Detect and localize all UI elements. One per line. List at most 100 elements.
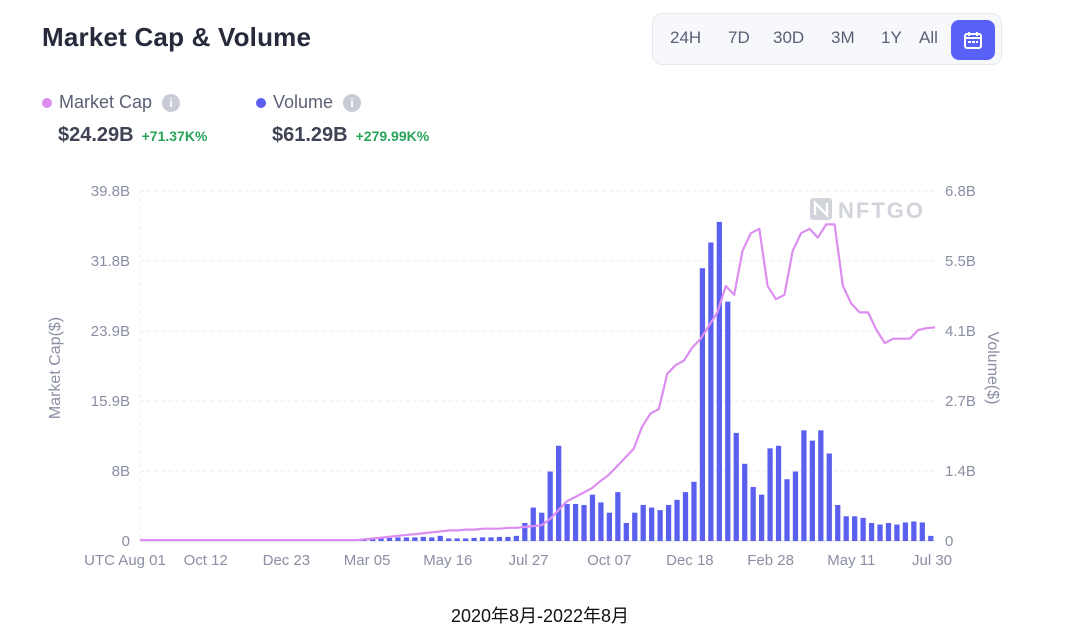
volume-bar[interactable] [877,524,883,541]
volume-bar[interactable] [911,521,917,541]
y-right-tick-label: 2.7B [945,393,976,410]
volume-bar[interactable] [708,242,714,541]
volume-bar[interactable] [809,440,815,541]
volume-bar[interactable] [665,504,672,541]
volume-bar[interactable] [589,494,596,541]
range-all-button[interactable]: All [919,28,938,47]
market-cap-change: +71.37K% [141,128,208,144]
volume-bar[interactable] [801,430,807,541]
volume-bar[interactable] [674,499,680,541]
volume-bar[interactable] [682,492,689,541]
range-30d-button[interactable]: 30D [773,28,805,47]
legend-volume-label: Volume [273,92,334,112]
volume-bar[interactable] [928,535,934,541]
nftgo-watermark: NFTGO [810,198,923,223]
volume-bar[interactable] [818,430,824,541]
chart-grid [139,190,935,542]
volume-bar[interactable] [496,536,503,541]
calendar-icon [964,32,982,49]
volume-bar[interactable] [657,510,663,541]
volume-bar[interactable] [784,479,790,541]
volume-bar[interactable] [868,522,875,541]
info-icon[interactable]: i [343,93,362,112]
volume-bar[interactable] [378,537,384,541]
volume-bar[interactable] [775,445,782,541]
volume-bar[interactable] [632,512,638,541]
volume-bar[interactable] [522,522,528,541]
volume-bar[interactable] [395,537,401,541]
market-cap-dot [42,97,52,108]
volume-bar[interactable] [556,445,562,541]
volume-bar[interactable] [615,492,621,541]
volume-bars [141,221,934,542]
volume-bar[interactable] [564,503,570,541]
y-right-tick-label: 6.8B [945,183,976,200]
volume-bar[interactable] [471,537,477,541]
x-tick-label: Jul 30 [912,552,952,569]
volume-bar[interactable] [454,538,460,541]
volume-bar[interactable] [488,537,494,541]
legend-volume[interactable]: Volume i [256,92,362,113]
range-7d-button[interactable]: 7D [728,28,750,47]
x-tick-label: Jul 27 [508,552,548,569]
volume-bar[interactable] [902,522,909,541]
volume-bar[interactable] [750,486,756,541]
volume-bar[interactable] [361,540,367,541]
volume-bar[interactable] [759,494,765,541]
volume-bar[interactable] [649,507,655,541]
volume-bar[interactable] [581,504,587,541]
volume-bar[interactable] [539,512,545,541]
volume-bar[interactable] [919,522,925,541]
range-1y-button[interactable]: 1Y [881,28,902,47]
volume-bar[interactable] [852,516,858,541]
volume-bar[interactable] [429,537,435,541]
y-left-tick-label: 39.8B [91,183,130,200]
volume-bar[interactable] [691,481,697,541]
volume-bar[interactable] [860,517,866,541]
volume-bar[interactable] [742,463,748,541]
volume-bar[interactable] [505,536,511,541]
x-tick-label: May 11 [827,552,875,569]
volume-bar[interactable] [733,432,739,541]
volume-bar[interactable] [547,471,553,541]
x-tick-label: UTC Aug 01 [84,552,166,569]
volume-bar[interactable] [572,503,579,541]
volume-bar[interactable] [792,471,799,541]
volume-bar[interactable] [843,516,849,541]
volume-bar[interactable] [530,507,536,541]
volume-bar[interactable] [386,537,393,541]
legend-market-cap[interactable]: Market Cap i [42,92,181,113]
info-icon[interactable]: i [162,93,181,112]
volume-bar[interactable] [412,537,418,541]
volume-bar[interactable] [606,512,613,541]
volume-bar[interactable] [437,535,443,541]
volume-bar[interactable] [885,522,892,541]
volume-bar[interactable] [725,301,731,541]
volume-bar[interactable] [767,448,773,541]
y-axis-right-title: Volume($) [984,332,1001,405]
volume-bar[interactable] [598,502,604,541]
volume-change: +279.99K% [355,128,430,144]
calendar-button[interactable] [951,20,995,60]
volume-bar[interactable] [513,535,519,541]
volume-bar[interactable] [716,221,722,541]
volume-bar[interactable] [623,522,629,541]
y-right-tick-label: 4.1B [945,323,976,340]
y-axis-right: 0 1.4B 2.7B 4.1B 5.5B 6.8B [945,183,976,550]
volume-bar[interactable] [446,538,452,541]
volume-bar[interactable] [403,537,410,541]
volume-bar[interactable] [640,504,646,541]
volume-bar[interactable] [894,524,900,541]
volume-bar[interactable] [835,504,841,541]
volume-bar[interactable] [462,538,469,541]
volume-bar[interactable] [699,268,706,541]
y-right-tick-label: 1.4B [945,463,976,480]
volume-bar[interactable] [420,536,426,541]
range-3m-button[interactable]: 3M [831,28,855,47]
y-left-tick-label: 23.9B [91,323,130,340]
y-left-tick-label: 0 [122,533,130,550]
volume-bar[interactable] [479,537,486,541]
range-24h-button[interactable]: 24H [670,28,702,47]
y-left-tick-label: 15.9B [91,393,130,410]
volume-bar[interactable] [826,453,832,542]
